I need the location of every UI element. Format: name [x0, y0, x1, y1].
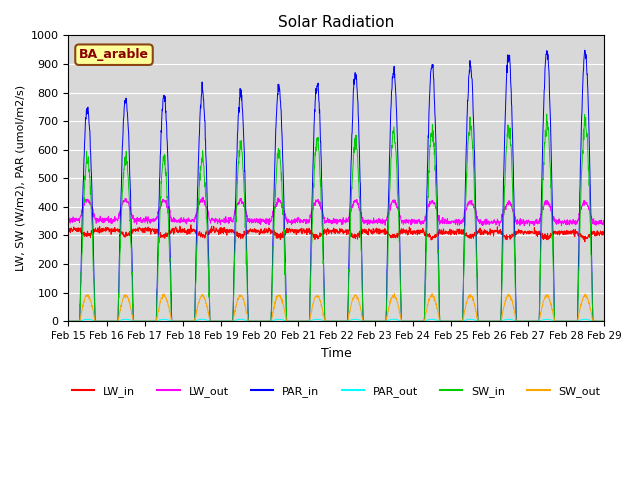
LW_out [495, 223, 503, 229]
Text: BA_arable: BA_arable [79, 48, 149, 61]
SW_out [309, 302, 317, 308]
SW_out [600, 318, 608, 324]
Line: PAR_in: PAR_in [68, 50, 604, 321]
SW_out [551, 318, 559, 324]
LW_out [199, 194, 207, 200]
LW_in [366, 227, 374, 233]
LW_out [536, 216, 543, 221]
PAR_out [65, 318, 72, 324]
Line: LW_out: LW_out [68, 197, 604, 226]
LW_in [536, 230, 543, 236]
PAR_out [366, 318, 374, 324]
SW_in [543, 111, 550, 117]
LW_in [600, 228, 608, 233]
Legend: LW_in, LW_out, PAR_in, PAR_out, SW_in, SW_out: LW_in, LW_out, PAR_in, PAR_out, SW_in, S… [68, 382, 605, 401]
LW_in [309, 233, 317, 239]
SW_in [600, 318, 608, 324]
SW_out [390, 291, 398, 297]
PAR_in [600, 318, 607, 324]
Title: Solar Radiation: Solar Radiation [278, 15, 394, 30]
SW_out [365, 318, 373, 324]
LW_in [600, 230, 608, 236]
PAR_in [581, 47, 589, 53]
LW_out [600, 220, 608, 226]
PAR_in [600, 318, 608, 324]
SW_in [600, 318, 607, 324]
SW_out [65, 318, 72, 324]
PAR_out [536, 318, 543, 324]
SW_out [467, 292, 475, 298]
LW_out [309, 207, 317, 213]
SW_in [365, 318, 373, 324]
PAR_out [84, 316, 92, 322]
Y-axis label: LW, SW (W/m2), PAR (umol/m2/s): LW, SW (W/m2), PAR (umol/m2/s) [15, 85, 25, 271]
PAR_in [365, 318, 373, 324]
SW_out [600, 318, 607, 324]
PAR_in [309, 171, 317, 177]
LW_in [187, 222, 195, 228]
LW_out [366, 218, 374, 224]
LW_out [65, 216, 72, 222]
Line: PAR_out: PAR_out [68, 319, 604, 321]
Line: LW_in: LW_in [68, 225, 604, 242]
LW_in [65, 227, 72, 233]
Line: SW_out: SW_out [68, 294, 604, 321]
PAR_out [551, 318, 559, 324]
X-axis label: Time: Time [321, 347, 351, 360]
SW_in [65, 318, 72, 324]
PAR_out [309, 317, 317, 323]
PAR_out [600, 318, 608, 324]
PAR_in [550, 318, 558, 324]
PAR_in [467, 64, 474, 70]
PAR_out [467, 316, 475, 322]
LW_in [467, 235, 475, 240]
PAR_in [535, 318, 543, 324]
SW_in [535, 318, 543, 324]
SW_in [309, 211, 317, 216]
PAR_in [65, 318, 72, 324]
SW_in [551, 318, 559, 324]
LW_out [551, 218, 559, 224]
LW_out [600, 221, 608, 227]
LW_in [551, 230, 559, 236]
LW_in [581, 239, 589, 245]
Line: SW_in: SW_in [68, 114, 604, 321]
LW_out [467, 200, 475, 206]
PAR_out [600, 318, 607, 324]
SW_out [536, 317, 543, 323]
SW_in [467, 123, 474, 129]
